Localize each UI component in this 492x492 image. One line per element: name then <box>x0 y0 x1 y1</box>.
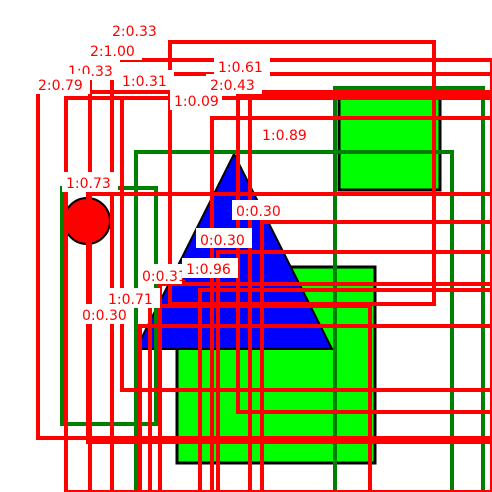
svg-text:0:0.30: 0:0.30 <box>236 204 281 220</box>
score-label: 0:0.30 <box>78 304 130 324</box>
red-box <box>216 250 492 492</box>
score-label: 1:0.96 <box>182 258 238 278</box>
score-label: 1:0.61 <box>214 56 270 76</box>
red-box <box>110 58 492 492</box>
score-label: 2:0.79 <box>34 74 90 94</box>
red-box <box>138 324 492 492</box>
red-box <box>260 220 492 492</box>
red-box <box>148 304 372 492</box>
score-label: 1:0.09 <box>170 90 222 110</box>
green-rectangle-upper <box>337 86 442 192</box>
score-label: 1:0.31 <box>118 70 174 90</box>
score-label: 1:0.73 <box>62 172 118 192</box>
red-box <box>64 96 492 492</box>
score-label: 2:1.00 <box>86 40 142 60</box>
red-boxes-layer <box>36 40 492 492</box>
svg-text:0:0.30: 0:0.30 <box>82 308 127 324</box>
score-label: 1:0.89 <box>258 124 314 144</box>
svg-text:1:0.96: 1:0.96 <box>186 262 231 278</box>
svg-text:0:0.31: 0:0.31 <box>142 269 187 285</box>
svg-text:0:0.30: 0:0.30 <box>200 233 245 249</box>
svg-text:1:0.89: 1:0.89 <box>262 128 307 144</box>
score-label: 0:0.30 <box>232 200 288 220</box>
svg-text:2:0.79: 2:0.79 <box>38 78 83 94</box>
svg-text:1:0.31: 1:0.31 <box>122 74 167 90</box>
svg-text:1:0.61: 1:0.61 <box>218 60 263 76</box>
score-label: 0:0.30 <box>196 228 252 249</box>
svg-text:2:0.33: 2:0.33 <box>112 24 157 40</box>
svg-text:2:1.00: 2:1.00 <box>90 44 135 60</box>
red-box <box>158 282 492 492</box>
red-box <box>198 288 492 492</box>
svg-text:1:0.09: 1:0.09 <box>174 94 219 110</box>
labels-layer: 2:0.33 2:1.00 1:0.33 1:0.61 2:0.79 1:0.3… <box>34 20 314 324</box>
green-box <box>134 150 454 492</box>
svg-text:1:0.73: 1:0.73 <box>66 176 111 192</box>
score-label: 0:0.31 <box>138 264 187 285</box>
score-label: 2:0.33 <box>108 20 164 40</box>
